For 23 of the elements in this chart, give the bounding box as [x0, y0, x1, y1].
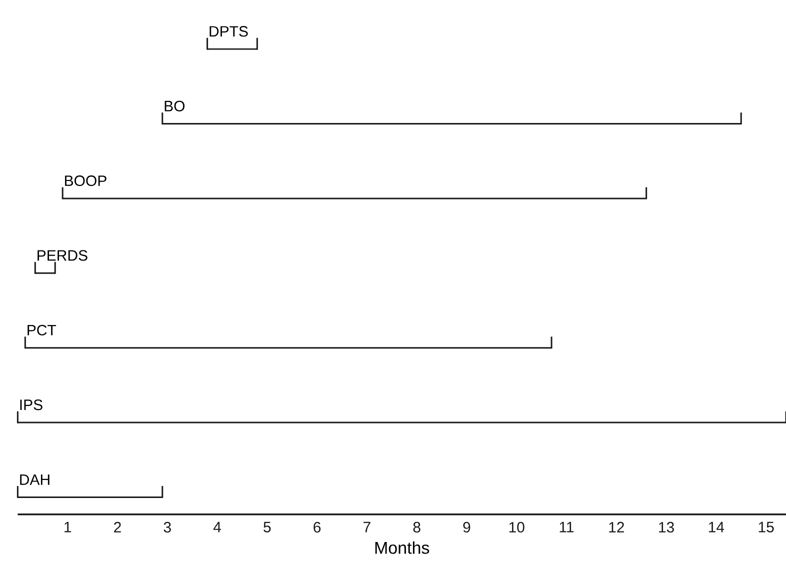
x-tick-label: 4 [213, 522, 221, 532]
x-tick-label: 13 [659, 522, 674, 533]
x-tick-label: 6 [314, 522, 321, 533]
y-tick-label: PERDS [38, 250, 88, 261]
y-tick-label: IPS [20, 400, 42, 410]
y-tick-label: BO [164, 100, 185, 112]
x-tick-label: 9 [463, 522, 470, 533]
x-tick-label: 15 [758, 522, 774, 532]
x-tick-label: 14 [708, 522, 724, 532]
x-tick-label: 7 [364, 522, 370, 532]
x-tick-label: 11 [560, 522, 574, 532]
x-tick-label: 2 [114, 522, 121, 532]
x-tick-label: 5 [264, 522, 271, 532]
x-tick-label: 10 [509, 522, 524, 533]
y-tick-label: DAH [20, 474, 50, 485]
y-tick-label: DPTS [210, 26, 248, 37]
y-tick-label: PCT [28, 324, 56, 336]
x-axis-title: Months [375, 541, 430, 554]
x-tick-label: 8 [413, 522, 420, 533]
x-tick-label: 3 [164, 522, 171, 533]
x-tick-label: 12 [609, 522, 624, 532]
y-tick-label: BOOP [65, 175, 106, 186]
x-tick-label: 1 [64, 522, 72, 532]
